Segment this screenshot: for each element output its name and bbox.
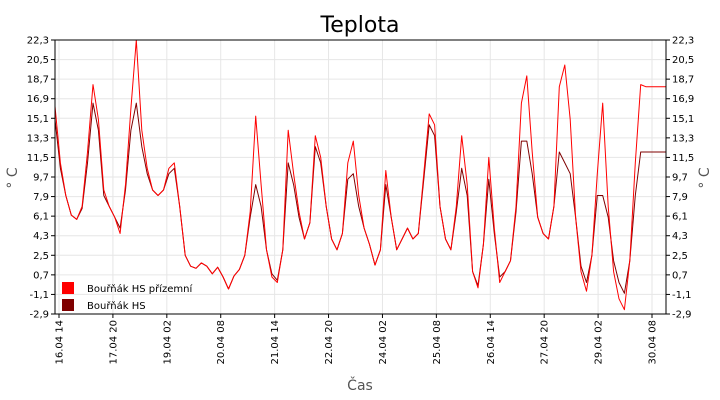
chart-title: Teplota	[320, 13, 400, 38]
legend-label-0: Bouřňák HS přízemní	[87, 283, 193, 295]
x-tick-label: 20.04 08	[216, 320, 227, 365]
x-axis: 16.04 14 17.04 20 19.04 02 20.04 08 21.04 14…	[55, 314, 659, 365]
legend-label-1: Bouřňák HS	[87, 300, 146, 312]
x-tick-label: 16.04 14	[55, 320, 66, 365]
y-tick-label-left: -1,1	[29, 290, 49, 301]
series-line-0	[54, 39, 666, 311]
x-tick-label: 17.04 20	[108, 320, 119, 365]
y-tick-label-right: 7,9	[672, 192, 688, 203]
y-tick-label-right: 9,7	[672, 173, 688, 184]
y-tick-label-right: 18,7	[672, 75, 694, 86]
y-tick-label-left: 9,7	[33, 173, 49, 184]
legend-swatch-0	[62, 282, 74, 294]
y-tick-label-left: 7,9	[33, 192, 49, 203]
y-tick-label-right: 6,1	[672, 212, 688, 223]
x-tick-label: 19.04 02	[162, 320, 173, 365]
y-axis-label-left: ° C	[5, 167, 21, 188]
x-tick-label: 26.04 14	[486, 320, 497, 365]
y-tick-label-right: 15,1	[672, 114, 694, 125]
y-tick-label-left: 2,5	[33, 251, 49, 262]
y-axis-right: 22,3 20,5 18,7 16,9 15,1 13,3 11,5 9,7 7,9 6,1 4,3…	[666, 36, 694, 321]
y-tick-label-left: 11,5	[27, 153, 49, 164]
y-tick-label-right: 0,7	[672, 270, 688, 281]
legend-swatch-1	[62, 299, 74, 311]
y-tick-label-left: 16,9	[27, 94, 49, 105]
y-tick-label-left: 20,5	[27, 55, 49, 66]
x-tick-label: 21.04 14	[270, 320, 281, 365]
y-tick-label-left: 18,7	[27, 75, 49, 86]
y-tick-label-left: 22,3	[27, 36, 49, 47]
x-tick-label: 29.04 02	[594, 320, 605, 365]
y-tick-label-right: 16,9	[672, 94, 694, 105]
x-tick-label: 22.04 20	[324, 320, 335, 365]
x-tick-label: 25.04 08	[432, 320, 443, 365]
y-tick-label-right: 13,3	[672, 133, 694, 144]
y-tick-label-left: 13,3	[27, 133, 49, 144]
y-tick-label-right: 4,3	[672, 231, 688, 242]
y-tick-label-right: 11,5	[672, 153, 694, 164]
y-tick-label-left: 15,1	[27, 114, 49, 125]
y-axis-label-right: ° C	[697, 167, 713, 188]
y-tick-label-right: -1,1	[672, 290, 692, 301]
x-axis-label: Čas	[347, 376, 373, 394]
y-tick-label-left: 0,7	[33, 270, 49, 281]
legend[interactable]: Bouřňák HS přízemní Bouřňák HS	[62, 282, 193, 312]
series-layer	[54, 39, 666, 311]
y-axis-left: 22,3 20,5 18,7 16,9 15,1 13,3 11,5 9,7 7,9 6,1 4,3…	[27, 36, 55, 321]
y-tick-label-left: 4,3	[33, 231, 49, 242]
x-tick-label: 27.04 20	[540, 320, 551, 365]
y-tick-label-left: -2,9	[29, 310, 49, 321]
y-tick-label-right: 22,3	[672, 36, 694, 47]
y-tick-label-right: 20,5	[672, 55, 694, 66]
grid-lines	[55, 39, 666, 315]
y-tick-label-right: -2,9	[672, 310, 692, 321]
y-tick-label-right: 2,5	[672, 251, 688, 262]
x-tick-label: 24.04 02	[378, 320, 389, 365]
y-tick-label-left: 6,1	[33, 212, 49, 223]
x-tick-label: 30.04 08	[648, 320, 659, 365]
